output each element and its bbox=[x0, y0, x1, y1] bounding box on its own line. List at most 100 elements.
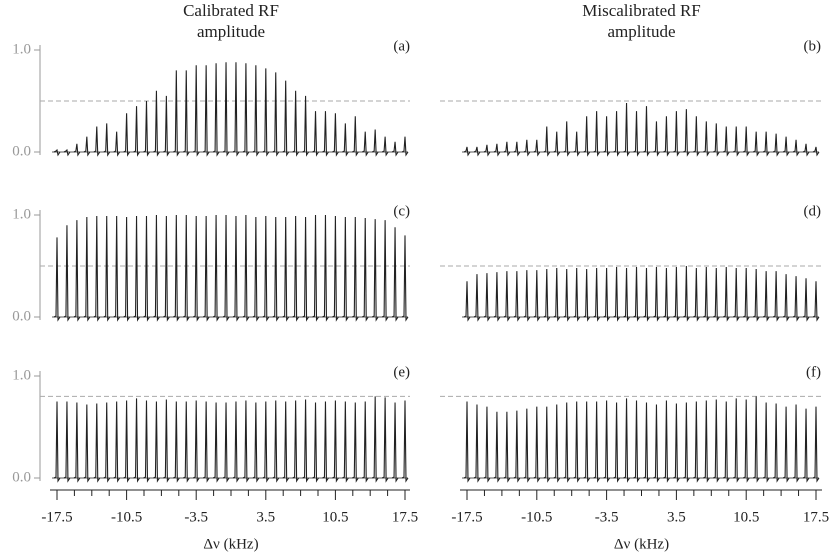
peak bbox=[262, 401, 270, 483]
peak bbox=[262, 68, 270, 157]
peak bbox=[202, 216, 210, 322]
peak bbox=[503, 271, 511, 322]
peak bbox=[103, 123, 111, 157]
peak bbox=[573, 268, 581, 322]
peak bbox=[503, 141, 511, 157]
peak bbox=[543, 406, 551, 483]
peak bbox=[782, 136, 790, 157]
peak bbox=[473, 404, 481, 483]
peak bbox=[312, 402, 319, 483]
peak bbox=[113, 401, 121, 483]
peak bbox=[232, 401, 240, 483]
peak bbox=[812, 146, 820, 157]
x-tick-label: 17.5 bbox=[392, 509, 418, 525]
peak bbox=[762, 131, 770, 157]
peak bbox=[192, 400, 200, 483]
peak bbox=[583, 116, 591, 157]
peak bbox=[633, 111, 640, 157]
peak bbox=[772, 403, 780, 483]
peak bbox=[371, 219, 379, 322]
peak bbox=[113, 131, 121, 157]
y-tick-label: 0.0 bbox=[12, 143, 31, 159]
peak bbox=[342, 123, 349, 157]
peak bbox=[553, 404, 561, 483]
peak bbox=[143, 100, 150, 157]
y-tick-label: 0.0 bbox=[12, 469, 31, 485]
peak bbox=[361, 131, 369, 157]
peak bbox=[222, 62, 230, 157]
peak bbox=[123, 113, 131, 157]
peak bbox=[792, 276, 800, 322]
peak bbox=[322, 111, 329, 157]
peak bbox=[593, 268, 601, 322]
peak bbox=[153, 90, 160, 157]
peak bbox=[762, 402, 770, 483]
peak bbox=[683, 109, 690, 157]
peak bbox=[93, 126, 101, 157]
peak bbox=[513, 271, 521, 322]
peak bbox=[173, 214, 180, 322]
peak bbox=[232, 216, 240, 322]
peak bbox=[163, 95, 170, 157]
peak bbox=[723, 126, 730, 157]
peak bbox=[183, 214, 190, 322]
peak bbox=[133, 398, 141, 483]
peak bbox=[391, 402, 399, 483]
peak bbox=[693, 116, 700, 157]
peak bbox=[242, 63, 250, 157]
peak bbox=[53, 401, 61, 483]
peak bbox=[633, 267, 640, 322]
peak bbox=[483, 273, 491, 322]
peak bbox=[391, 227, 399, 322]
peak bbox=[693, 401, 700, 483]
column-title: Calibrated RF amplitude bbox=[183, 1, 279, 41]
peak bbox=[583, 401, 591, 483]
peak bbox=[183, 401, 190, 483]
peak bbox=[523, 270, 531, 322]
peak bbox=[812, 406, 820, 483]
peak bbox=[163, 216, 170, 322]
x-tick-label: 10.5 bbox=[322, 509, 348, 525]
peak bbox=[673, 111, 680, 157]
peak bbox=[663, 268, 670, 322]
peak bbox=[473, 146, 481, 157]
peak bbox=[513, 410, 521, 483]
peak bbox=[173, 401, 180, 483]
peak bbox=[792, 139, 800, 157]
peak bbox=[553, 268, 561, 322]
peak bbox=[543, 269, 551, 322]
peak bbox=[332, 400, 339, 483]
peak bbox=[673, 267, 680, 322]
peak bbox=[593, 111, 601, 157]
peak bbox=[113, 216, 121, 322]
peak bbox=[103, 216, 111, 322]
panel-label: (b) bbox=[804, 38, 822, 54]
peak bbox=[772, 133, 780, 157]
peak bbox=[732, 268, 740, 322]
peak bbox=[292, 90, 300, 157]
peak bbox=[123, 217, 131, 322]
x-tick-label: -10.5 bbox=[521, 509, 552, 525]
peak bbox=[83, 217, 91, 322]
peak bbox=[663, 400, 670, 483]
peak bbox=[202, 401, 210, 483]
peak bbox=[133, 106, 141, 157]
peak bbox=[523, 139, 531, 157]
x-tick-label: 3.5 bbox=[256, 509, 275, 525]
peak bbox=[272, 72, 280, 157]
peak bbox=[723, 267, 730, 322]
peak bbox=[802, 278, 810, 322]
peak bbox=[153, 214, 160, 322]
x-tick-label: -3.5 bbox=[595, 509, 619, 525]
peak bbox=[282, 401, 290, 483]
peak bbox=[752, 131, 760, 157]
peak bbox=[623, 103, 631, 157]
peak bbox=[742, 268, 750, 322]
peak bbox=[713, 399, 720, 483]
peak bbox=[463, 146, 471, 157]
peak bbox=[703, 121, 710, 157]
peak bbox=[563, 402, 571, 483]
peak bbox=[143, 400, 150, 483]
peak bbox=[603, 268, 611, 322]
peak bbox=[673, 403, 680, 483]
